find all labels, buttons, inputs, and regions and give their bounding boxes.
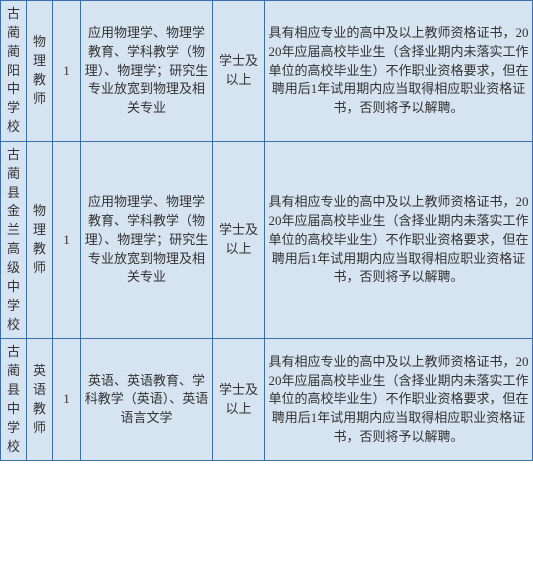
cell-subject: 物理教师 — [27, 1, 53, 142]
cell-major: 应用物理学、物理学教育、学科教学（物理）、物理学；研究生专业放宽到物理及相关专业 — [81, 141, 213, 338]
table-body: 古蔺蔺阳中学校 物理教师 1 应用物理学、物理学教育、学科教学（物理）、物理学；… — [1, 1, 533, 461]
cell-degree: 学士及以上 — [213, 1, 265, 142]
table-row: 古蔺蔺阳中学校 物理教师 1 应用物理学、物理学教育、学科教学（物理）、物理学；… — [1, 1, 533, 142]
cell-count: 1 — [53, 1, 81, 142]
cell-school: 古蔺县金兰高级中学校 — [1, 141, 27, 338]
cell-count: 1 — [53, 339, 81, 461]
cell-major: 应用物理学、物理学教育、学科教学（物理）、物理学；研究生专业放宽到物理及相关专业 — [81, 1, 213, 142]
table-row: 古蔺县中学校 英语教师 1 英语、英语教育、学科教学（英语）、英语语言文学 学士… — [1, 339, 533, 461]
cell-degree: 学士及以上 — [213, 339, 265, 461]
cell-subject: 物理教师 — [27, 141, 53, 338]
cell-school: 古蔺县中学校 — [1, 339, 27, 461]
cell-requirement: 具有相应专业的高中及以上教师资格证书，2020年应届高校毕业生（含择业期内未落实… — [265, 339, 533, 461]
cell-count: 1 — [53, 141, 81, 338]
cell-school: 古蔺蔺阳中学校 — [1, 1, 27, 142]
recruitment-table-container: 古蔺蔺阳中学校 物理教师 1 应用物理学、物理学教育、学科教学（物理）、物理学；… — [0, 0, 533, 461]
cell-degree: 学士及以上 — [213, 141, 265, 338]
cell-major: 英语、英语教育、学科教学（英语）、英语语言文学 — [81, 339, 213, 461]
recruitment-table: 古蔺蔺阳中学校 物理教师 1 应用物理学、物理学教育、学科教学（物理）、物理学；… — [0, 0, 533, 461]
table-row: 古蔺县金兰高级中学校 物理教师 1 应用物理学、物理学教育、学科教学（物理）、物… — [1, 141, 533, 338]
cell-requirement: 具有相应专业的高中及以上教师资格证书，2020年应届高校毕业生（含择业期内未落实… — [265, 1, 533, 142]
cell-requirement: 具有相应专业的高中及以上教师资格证书，2020年应届高校毕业生（含择业期内未落实… — [265, 141, 533, 338]
cell-subject: 英语教师 — [27, 339, 53, 461]
